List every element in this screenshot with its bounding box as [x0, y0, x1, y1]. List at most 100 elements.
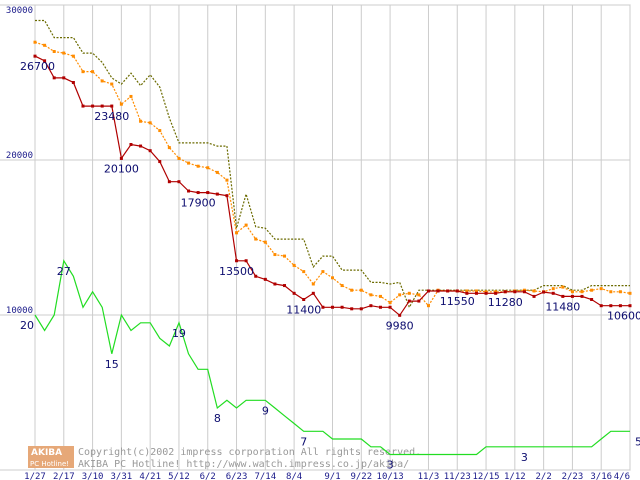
data-point-min [71, 81, 75, 84]
annotation-min: 23480 [94, 110, 129, 123]
data-point-min [407, 299, 411, 303]
data-point-average [177, 156, 181, 160]
data-point-min [532, 294, 536, 298]
data-point-min [91, 104, 95, 108]
data-point-average [139, 119, 143, 123]
x-tick-label: 1/27 [24, 472, 46, 480]
x-tick-label: 3/16 [590, 472, 612, 480]
x-tick-label: 4/21 [139, 472, 161, 480]
x-axis: 1/27 2/17 3/10 3/31 4/21 5/12 6/2 6/23 7/14 8/4 9/… [24, 472, 630, 480]
data-point-min [628, 304, 632, 308]
data-point-average [494, 290, 498, 294]
data-point-min [417, 299, 421, 303]
data-point-min [33, 54, 37, 58]
data-point-average [378, 294, 382, 298]
data-point-average [426, 304, 430, 308]
data-point-min [474, 291, 478, 295]
annotation-shops: 5 [635, 435, 640, 448]
x-tick-label: 2/23 [562, 472, 584, 480]
annotation-shops: 8 [214, 412, 221, 425]
data-point-average [570, 290, 574, 294]
data-point-min [292, 291, 296, 295]
data-point-average [551, 287, 555, 291]
annotation-shops: 15 [105, 358, 119, 371]
annotation-min: 11400 [286, 304, 321, 317]
annotation-min: 17900 [181, 197, 216, 210]
annotation-min: 26700 [20, 60, 55, 73]
data-point-average [235, 231, 239, 235]
data-point-average [465, 289, 469, 293]
annotation-min: 20100 [104, 162, 139, 175]
y-tick-label: 10000 [6, 306, 33, 316]
data-point-average [187, 161, 191, 165]
data-point-min [426, 289, 430, 293]
data-point-average [398, 293, 402, 297]
x-tick-label: 3/31 [111, 472, 133, 480]
data-point-min [494, 291, 498, 295]
data-point-min [206, 191, 210, 195]
data-point-min [139, 144, 143, 148]
data-point-average [350, 288, 354, 292]
data-point-min [398, 313, 402, 317]
data-point-min [465, 291, 469, 295]
copyright-line-2: AKIBA PC Hotline! http://www.watch.impre… [78, 459, 409, 470]
data-point-min [522, 290, 526, 294]
data-point-average [628, 291, 632, 295]
data-point-min [177, 180, 181, 184]
data-point-average [81, 70, 85, 74]
data-point-min [187, 189, 191, 193]
annotation-min: 9980 [386, 319, 414, 332]
data-point-average [561, 285, 565, 289]
data-point-min [283, 284, 287, 288]
annotation-min: 13500 [219, 265, 254, 278]
annotation-min: 10600 [607, 310, 640, 323]
annotation-min: 11480 [545, 300, 580, 313]
data-point-min [599, 304, 603, 308]
annotation-shops: 9 [262, 404, 269, 417]
data-point-average [522, 288, 526, 292]
data-point-min [455, 289, 459, 293]
data-point-min [148, 149, 152, 153]
logo-akiba: AKIBA [31, 448, 62, 458]
x-tick-label: 6/23 [226, 472, 248, 480]
y-tick-label: 30000 [6, 6, 33, 16]
annotation-shops: 27 [57, 265, 71, 278]
data-point-min [52, 76, 56, 80]
x-tick-label: 9/1 [324, 472, 340, 480]
x-tick-label: 7/14 [254, 472, 276, 480]
annotation-shops: 3 [387, 459, 394, 472]
data-point-average [100, 79, 104, 83]
data-point-average [388, 301, 392, 305]
x-tick-label: 2/2 [535, 472, 551, 480]
data-point-average [273, 253, 277, 257]
data-point-min [436, 289, 440, 293]
data-point-min [446, 289, 450, 293]
data-point-min [551, 291, 555, 295]
y-axis: 0100002000030000 [6, 6, 33, 471]
x-tick-label: 11/23 [444, 472, 471, 480]
data-point-average [331, 276, 334, 280]
data-point-average [129, 94, 133, 98]
chart-grid [0, 4, 631, 471]
data-point-min [244, 259, 248, 263]
x-tick-label: 6/2 [200, 472, 216, 480]
data-point-average [340, 284, 344, 288]
logo-box-bottom [28, 457, 74, 468]
x-tick-label: 4/6 [614, 472, 630, 480]
data-point-min [580, 294, 584, 298]
series-line-shops [34, 259, 630, 456]
data-point-average [359, 288, 363, 292]
data-point-average [580, 290, 584, 294]
data-point-min [158, 160, 162, 164]
data-point-min [302, 298, 306, 301]
data-point-average [417, 293, 421, 297]
data-point-average [369, 293, 373, 297]
data-point-min [110, 104, 114, 108]
data-point-min [542, 290, 546, 294]
series-lines [33, 19, 632, 456]
data-point-average [91, 70, 95, 74]
data-point-min [196, 191, 200, 195]
data-point-average [110, 82, 114, 86]
data-point-min [43, 59, 47, 63]
